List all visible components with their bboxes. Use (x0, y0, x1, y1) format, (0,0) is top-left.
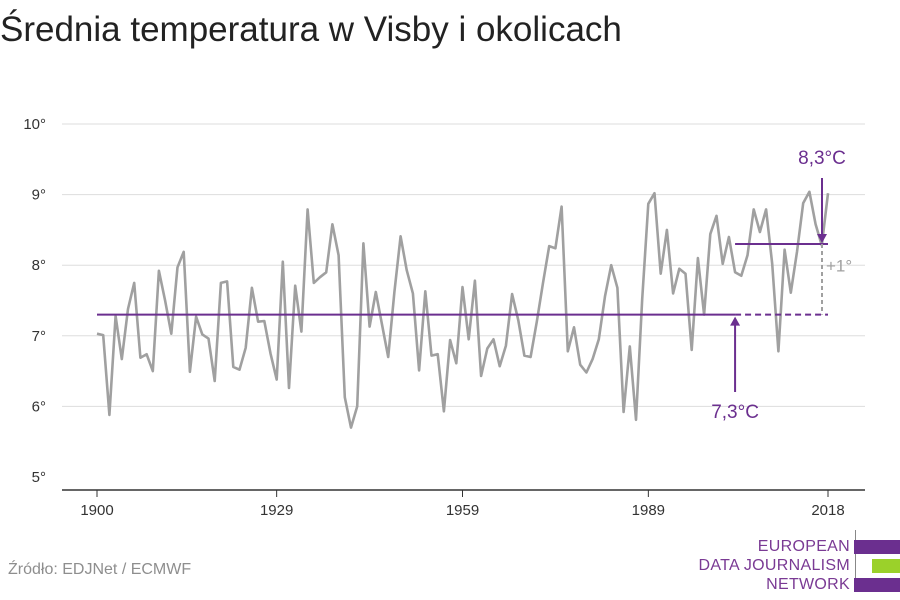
baseline-mean-label: 7,3°C (711, 402, 759, 423)
logo-bar-1 (854, 540, 900, 554)
x-tick-label-2018: 2018 (811, 502, 844, 519)
x-axis: 1900 1929 1959 1989 2018 (62, 489, 865, 519)
y-tick-label-8: 8° (32, 257, 46, 274)
grid-lines (62, 123, 865, 407)
x-tick-label-1929: 1929 (260, 502, 293, 519)
logo-line-2: DATA JOURNALISM (698, 557, 850, 574)
y-tick-label-9: 9° (32, 187, 46, 204)
y-tick-label-5: 5° (32, 469, 46, 486)
x-tick-label-1959: 1959 (446, 502, 479, 519)
chart-title: Średnia temperatura w Visby i okolicach (0, 10, 622, 49)
baseline-arrow-head (730, 316, 741, 326)
y-axis-ticks: 5° 6° 7° 8° 9° 10° (23, 116, 46, 486)
recent-mean-label: 8,3°C (798, 148, 846, 169)
y-tick-label-7: 7° (32, 328, 46, 345)
annotations: +1° 8,3°C 7,3°C (97, 148, 852, 423)
x-tick-label-1900: 1900 (80, 502, 113, 519)
series-line-temperature (96, 190, 830, 429)
logo-line-1: EUROPEAN (757, 538, 850, 555)
logo-bar-2 (872, 559, 900, 573)
logo-bar-3 (854, 578, 900, 592)
recent-arrow-head (817, 234, 827, 244)
edjnet-logo[interactable]: EUROPEAN DATA JOURNALISM NETWORK (698, 530, 900, 598)
logo-divider (855, 530, 856, 592)
series-layer (96, 190, 830, 429)
logo-line-3: NETWORK (766, 576, 850, 593)
y-tick-label-6: 6° (32, 398, 46, 415)
source-note: Źródło: EDJNet / ECMWF (8, 561, 192, 578)
y-tick-label-10: 10° (23, 116, 46, 133)
x-tick-label-1989: 1989 (632, 502, 665, 519)
difference-label: +1° (826, 256, 852, 275)
